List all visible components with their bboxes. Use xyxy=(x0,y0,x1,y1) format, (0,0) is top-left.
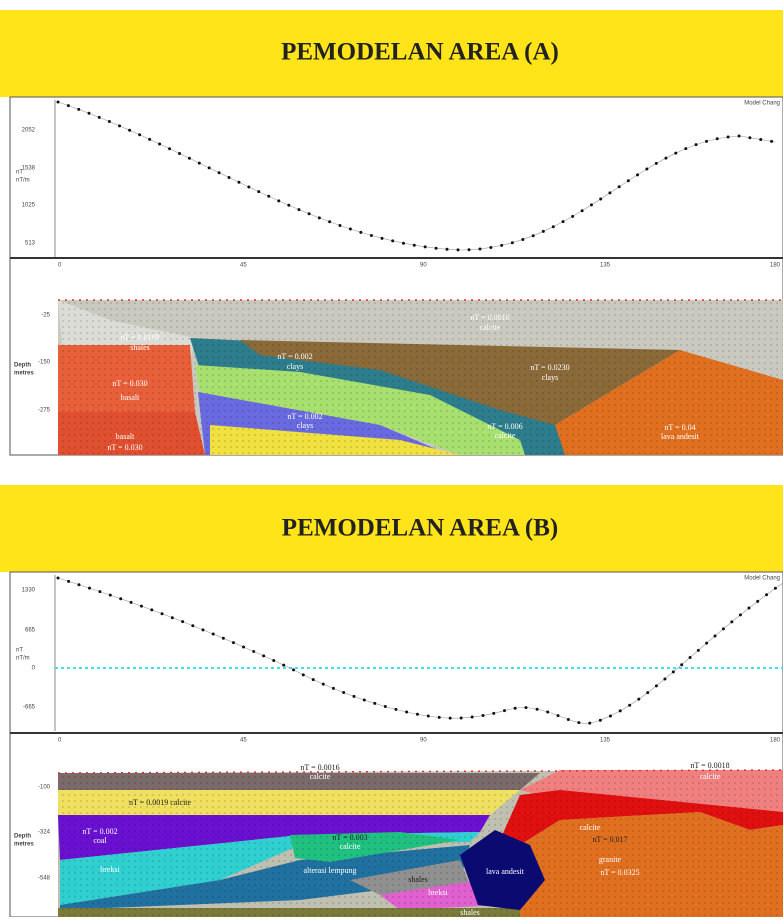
x-tick: 45 xyxy=(240,263,247,269)
layer-label: shales xyxy=(460,908,480,917)
y-unit: nT xyxy=(16,170,23,176)
layer-label: clays xyxy=(297,421,313,430)
model xyxy=(58,299,783,455)
depth-tick: -100 xyxy=(38,785,51,791)
layer-label: basalt xyxy=(121,393,140,402)
y-unit: nT/m xyxy=(16,178,30,184)
layer-label: basalt xyxy=(116,432,135,441)
depth-label: Depth xyxy=(14,834,31,840)
x-tick: 135 xyxy=(600,263,611,269)
y-unit: nT xyxy=(16,648,23,654)
x-tick: 90 xyxy=(420,263,427,269)
layer-label: coal xyxy=(93,836,107,845)
depth-tick: -150 xyxy=(38,360,51,366)
depth-tick: -548 xyxy=(38,876,51,882)
legend: Model Chang xyxy=(744,576,780,582)
layer-label: granite xyxy=(599,855,622,864)
observed-points xyxy=(56,576,783,725)
legend: Model Chang xyxy=(744,101,780,107)
layer-label: calcite xyxy=(580,823,601,832)
layer-label: nT = 0.0019 calcite xyxy=(129,798,192,807)
layer-label: nT = 0.006 xyxy=(487,422,522,431)
y-unit: nT/m xyxy=(16,656,30,662)
layer-label: shales xyxy=(130,343,150,352)
layer-label: nT = 0.0010 xyxy=(470,313,509,322)
layer-label: nT = 0.002 xyxy=(82,827,117,836)
title: PEMODELAN AREA (B) xyxy=(282,515,558,542)
layer-label: calcite xyxy=(310,772,331,781)
layer-label: calcite xyxy=(700,772,721,781)
y-tick: 1330 xyxy=(22,588,36,594)
depth-tick: -275 xyxy=(38,408,51,414)
layer-label: nT = 0.0016 xyxy=(300,763,339,772)
layer-label: clays xyxy=(287,362,303,371)
y-tick: 665 xyxy=(25,628,36,634)
layer-label: nT = 0.017 xyxy=(592,835,627,844)
layer-label: calcite xyxy=(495,431,516,440)
layer-label: clays xyxy=(542,373,558,382)
y-tick: 1025 xyxy=(22,203,36,209)
layer-label: nT = 0.002 xyxy=(277,352,312,361)
title: PEMODELAN AREA (A) xyxy=(281,39,559,66)
y-tick: 2052 xyxy=(22,128,36,134)
depth-unit: metres xyxy=(14,371,34,377)
y-tick: -665 xyxy=(23,705,36,711)
layer-label: lava andesit xyxy=(486,867,525,876)
x-tick: 180 xyxy=(770,263,781,269)
layer-label: nT = 0.030 xyxy=(112,379,147,388)
layer-label: alterasi lempung xyxy=(303,866,356,875)
x-tick: 180 xyxy=(770,738,781,744)
layer-label: nT = 0.0018 xyxy=(690,761,729,770)
y-tick: 513 xyxy=(25,241,36,247)
layer-label: breksi xyxy=(100,865,120,874)
x-tick: 45 xyxy=(240,738,247,744)
x-tick: 90 xyxy=(420,738,427,744)
y-tick: 0 xyxy=(32,666,36,672)
layer-label: breksi xyxy=(428,888,448,897)
layer-label: nT = 0.04 xyxy=(664,423,695,432)
y-tick: 1538 xyxy=(22,166,36,172)
calc-curve xyxy=(57,101,776,251)
layer-label: nT = 0.003 xyxy=(332,833,367,842)
depth-tick: -25 xyxy=(41,313,50,319)
layer-label: nT = 0.030 xyxy=(107,443,142,452)
model xyxy=(57,769,783,917)
depth-label: Depth xyxy=(14,363,31,369)
layer-label: shales xyxy=(408,875,428,884)
layer-label: nT = 0.002 xyxy=(287,412,322,421)
x-tick: 0 xyxy=(58,263,62,269)
layer-label: lava andesit xyxy=(661,432,700,441)
depth-unit: metres xyxy=(14,842,34,848)
layer-label: nT = 0.0230 xyxy=(530,363,569,372)
layer-label: calcite xyxy=(480,323,501,332)
layer-label: nT = 0.0109 xyxy=(120,333,159,342)
depth-tick: -324 xyxy=(38,830,51,836)
x-tick: 135 xyxy=(600,738,611,744)
x-tick: 0 xyxy=(58,738,62,744)
header xyxy=(0,10,783,97)
header xyxy=(0,485,783,572)
layer-label: nT = 0.0325 xyxy=(600,868,639,877)
layer-label: calcite xyxy=(340,842,361,851)
